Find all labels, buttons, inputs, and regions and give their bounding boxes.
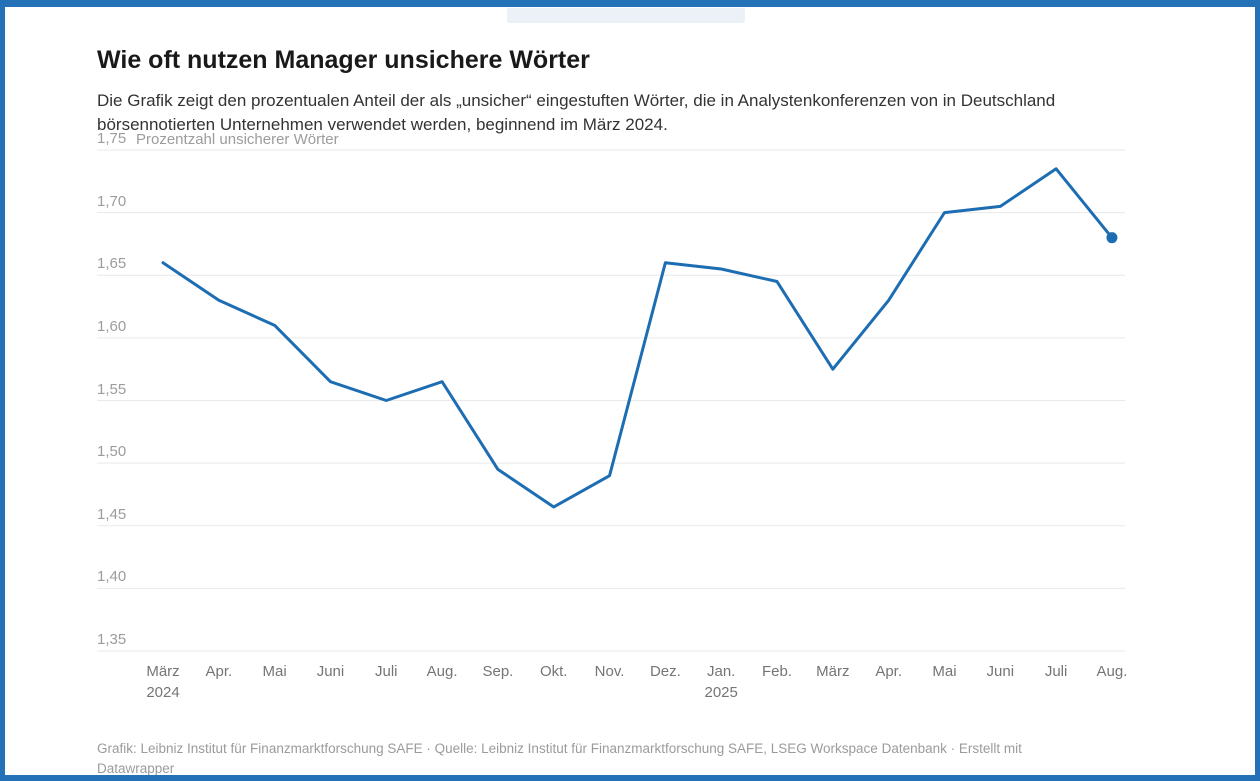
last-point-marker bbox=[1106, 232, 1118, 244]
y-axis-tick-label: 1,50 bbox=[97, 443, 127, 461]
chart-card: Wie oft nutzen Manager unsichere Wörter … bbox=[5, 7, 1255, 775]
y-axis-tick-label: 1,65 bbox=[97, 255, 127, 273]
plot-svg bbox=[97, 149, 1125, 652]
x-axis-tick-label: Feb. bbox=[762, 663, 793, 680]
x-axis-tick-label: Juni bbox=[986, 663, 1015, 680]
x-axis-tick-label: Dez. bbox=[649, 663, 681, 680]
y-axis-tick-label: 1,35 bbox=[97, 631, 127, 648]
x-axis-tick-label: Juni bbox=[316, 663, 345, 680]
x-axis-tick-label: Okt. bbox=[539, 663, 568, 680]
x-axis-tick-label: Apr. bbox=[205, 663, 233, 680]
x-axis-year-label: 2025 bbox=[704, 684, 738, 701]
x-axis-tick-label: März bbox=[146, 663, 180, 680]
y-axis-title: Prozentzahl unsicherer Wörter bbox=[136, 131, 339, 148]
faded-overlay bbox=[507, 8, 745, 23]
y-axis-tick-label: 1,70 bbox=[97, 192, 127, 210]
x-axis-tick-label: Apr. bbox=[875, 663, 902, 680]
data-line bbox=[161, 167, 1114, 509]
line-chart-area[interactable]: 1,75 1,70 1,65 1,60 1,55 1,50 1,45 1,40 1,35 März… bbox=[5, 7, 1255, 775]
chart-subtitle: Die Grafik zeigt den prozentualen Anteil… bbox=[97, 91, 1056, 134]
y-axis-tick-label: 1,55 bbox=[97, 380, 127, 398]
x-axis-tick-label: Aug. bbox=[426, 663, 458, 680]
y-axis-tick-label: 1,60 bbox=[97, 317, 127, 335]
x-axis-tick-label: Mai bbox=[262, 663, 287, 680]
x-axis-year-label: 2024 bbox=[146, 684, 180, 701]
y-axis-tick-label: 1,45 bbox=[97, 505, 127, 523]
x-axis-tick-label: Jan. bbox=[707, 663, 736, 680]
x-axis-tick-label: Juli bbox=[1044, 663, 1068, 680]
x-axis-tick-label: Juli bbox=[375, 663, 398, 680]
x-axis-tick-label: Sep. bbox=[482, 663, 514, 680]
y-axis-tick-label: 1,75 bbox=[97, 130, 127, 147]
x-axis-tick-label: Nov. bbox=[594, 663, 625, 680]
y-axis-tick-label: 1,40 bbox=[97, 568, 127, 586]
chart-title: Wie oft nutzen Manager unsichere Wörter bbox=[97, 45, 590, 74]
chart-footer: Grafik: Leibniz Institut für Finanzmarkt… bbox=[97, 740, 1022, 776]
x-axis-tick-label: Mai bbox=[932, 663, 957, 680]
x-axis-tick-label: Aug. bbox=[1096, 663, 1128, 680]
x-axis-tick-label: März bbox=[816, 663, 850, 680]
